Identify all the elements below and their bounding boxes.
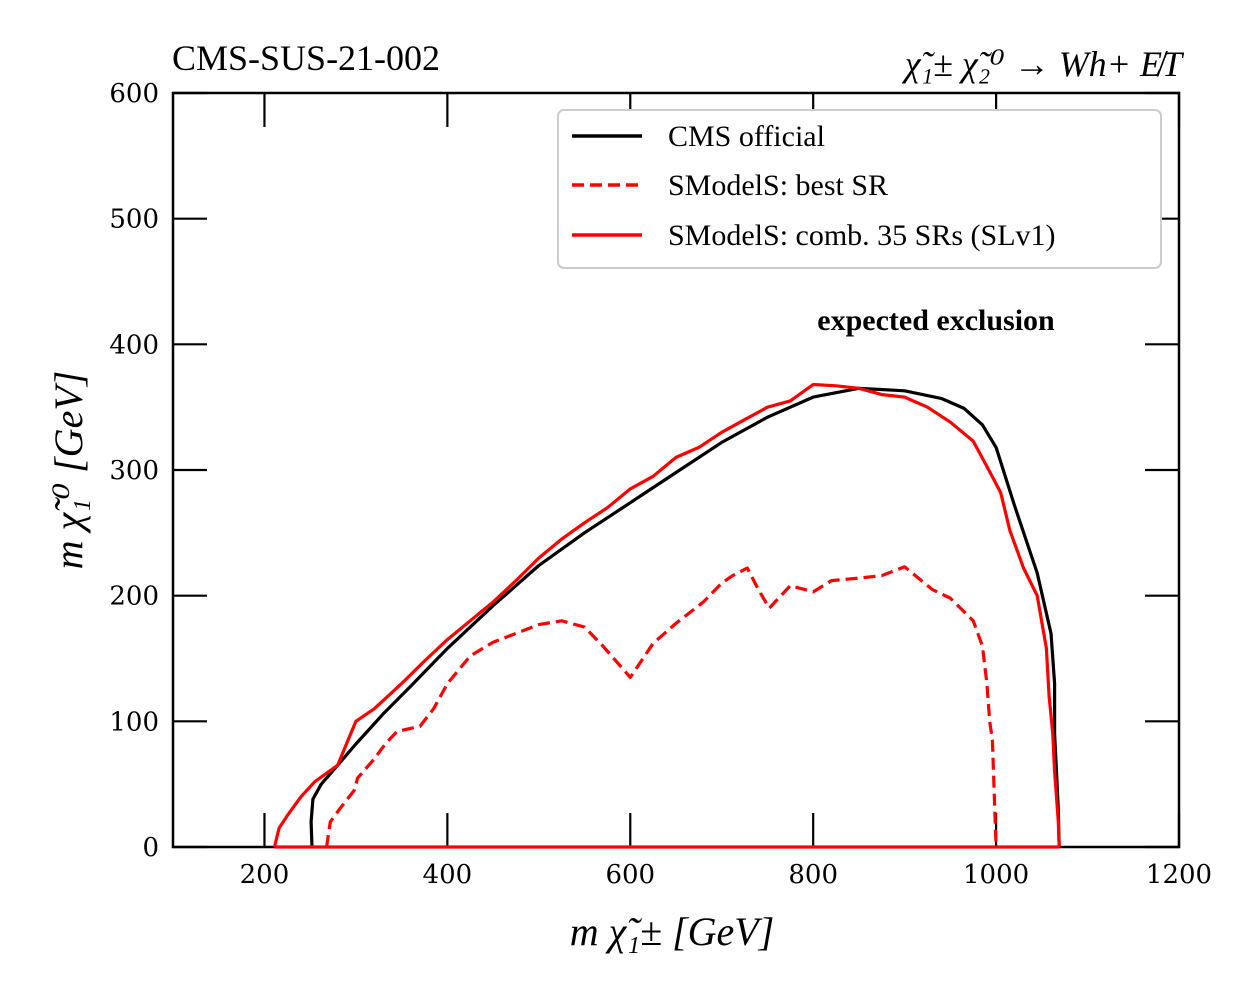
y-tick-label-5: 500 (109, 205, 159, 235)
legend-label-cms-official: CMS official (668, 120, 825, 153)
legend-label-comb-srs: SModelS: comb. 35 SRs (SLv1) (668, 219, 1056, 252)
y-tick-label-0: 0 (142, 833, 159, 863)
chart-title-right: χ̃₁± χ̃₂⁰ → Wh+ E̸T (902, 44, 1185, 84)
x-axis-title: m χ̃₁± [GeV] (570, 909, 775, 954)
chart-title-left: CMS-SUS-21-002 (172, 38, 440, 78)
y-tick-label-4: 400 (109, 330, 159, 360)
x-tick-label-1: 400 (423, 860, 473, 890)
legend: CMS official SModelS: best SR SModelS: c… (557, 109, 1162, 269)
x-tick-label-3: 800 (788, 860, 838, 890)
x-tick-label-2: 600 (605, 860, 655, 890)
data-series (272, 382, 1061, 849)
legend-label-best-sr: SModelS: best SR (668, 169, 888, 202)
x-tick-label-4: 1000 (963, 860, 1029, 890)
y-tick-label-3: 300 (109, 456, 159, 486)
x-tick-label-0: 200 (240, 860, 290, 890)
y-tick-label-2: 200 (109, 582, 159, 612)
expected-exclusion-annotation: expected exclusion (817, 304, 1055, 337)
x-tick-label-5: 1200 (1146, 860, 1212, 890)
series-line-2 (272, 382, 1061, 848)
y-axis-title: m χ̃₁⁰ [GeV] (46, 371, 91, 570)
y-tick-label-6: 600 (109, 79, 159, 109)
series-line-0 (309, 386, 1061, 848)
chart-title-right-text: χ̃₁± χ̃₂⁰ → Wh+ E̸T (902, 44, 1185, 84)
series-line-1 (325, 565, 998, 848)
legend-box (557, 109, 1162, 269)
y-tick-label-1: 100 (109, 707, 159, 737)
